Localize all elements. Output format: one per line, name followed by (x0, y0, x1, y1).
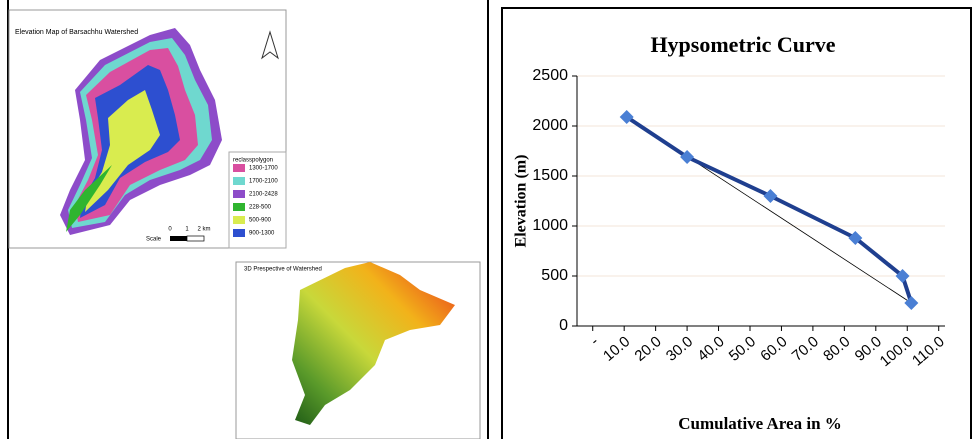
legend-swatch (233, 177, 245, 185)
map-panel: Elevation Map of Barsachhu Watershed rec… (8, 0, 488, 439)
x-axis-label: Cumulative Area in % (678, 414, 842, 433)
y-tick-label: 500 (541, 267, 568, 284)
scale-segment (170, 236, 187, 241)
chart-title: Hypsometric Curve (650, 32, 835, 57)
perspective-title: 3D Prespective of Watershed (244, 267, 322, 273)
legend-label: 500-900 (249, 218, 272, 224)
scale-label: Scale (146, 237, 162, 243)
legend-swatch (233, 229, 245, 237)
legend-label: 900-1300 (249, 231, 275, 237)
scale-tick: 2 km (197, 227, 210, 233)
figure: Elevation Map of Barsachhu Watershed rec… (0, 0, 974, 439)
y-axis-label: Elevation (m) (513, 155, 530, 248)
legend-title: reclasspolygon (233, 158, 273, 164)
y-tick-label: 1500 (532, 167, 568, 184)
y-tick-label: 2500 (532, 67, 568, 84)
legend-swatch (233, 216, 245, 224)
legend-label: 2100-2428 (249, 192, 278, 198)
legend-label: 1300-1700 (249, 166, 278, 172)
y-tick-label: 0 (559, 317, 568, 334)
y-tick-label: 1000 (532, 217, 568, 234)
map-title: Elevation Map of Barsachhu Watershed (15, 29, 138, 36)
legend-swatch (233, 203, 245, 211)
y-tick-label: 2000 (532, 117, 568, 134)
legend-label: 228-500 (249, 205, 272, 211)
scale-segment (187, 236, 204, 241)
legend-swatch (233, 190, 245, 198)
legend-label: 1700-2100 (249, 179, 278, 185)
legend-swatch (233, 164, 245, 172)
chart-frame (502, 8, 971, 439)
page: Elevation Map of Barsachhu Watershed rec… (0, 0, 974, 439)
